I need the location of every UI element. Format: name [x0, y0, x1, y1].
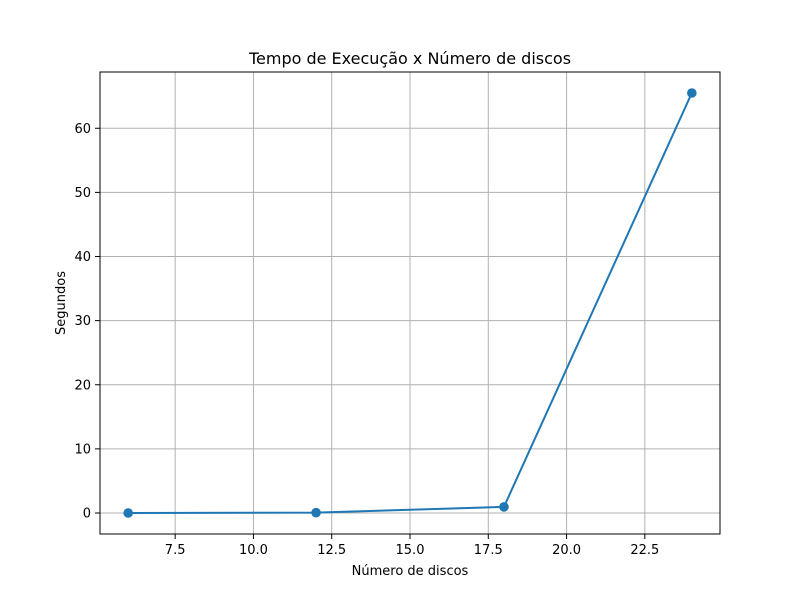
chart-title: Tempo de Execução x Número de discos — [248, 49, 571, 68]
data-point — [311, 507, 321, 518]
data-point — [687, 88, 697, 98]
y-tick-label: 50 — [74, 186, 91, 201]
x-axis-label: Número de discos — [352, 564, 469, 579]
x-tick-label: 20.0 — [552, 543, 581, 558]
y-axis-ticks: 0 10 20 30 40 50 60 — [74, 122, 100, 522]
x-tick-label: 7.5 — [165, 543, 186, 558]
x-tick-label: 12.5 — [317, 543, 346, 558]
x-tick-label: 15.0 — [396, 543, 425, 558]
x-tick-label: 10.0 — [239, 543, 268, 558]
y-tick-label: 20 — [74, 378, 91, 393]
series-line — [127, 92, 693, 514]
y-tick-label: 60 — [74, 122, 91, 137]
x-tick-label: 22.5 — [630, 543, 659, 558]
y-tick-label: 0 — [83, 507, 91, 522]
y-tick-label: 40 — [74, 250, 91, 265]
x-axis-ticks: 7.5 10.0 12.5 15.0 17.5 20.0 22.5 — [165, 534, 659, 558]
y-tick-label: 10 — [74, 442, 91, 457]
series-layer — [123, 88, 697, 518]
y-tick-label: 30 — [74, 314, 91, 329]
data-point — [123, 508, 133, 518]
x-tick-label: 17.5 — [474, 543, 503, 558]
data-point — [499, 502, 509, 512]
y-axis-label: Segundos — [54, 271, 69, 335]
